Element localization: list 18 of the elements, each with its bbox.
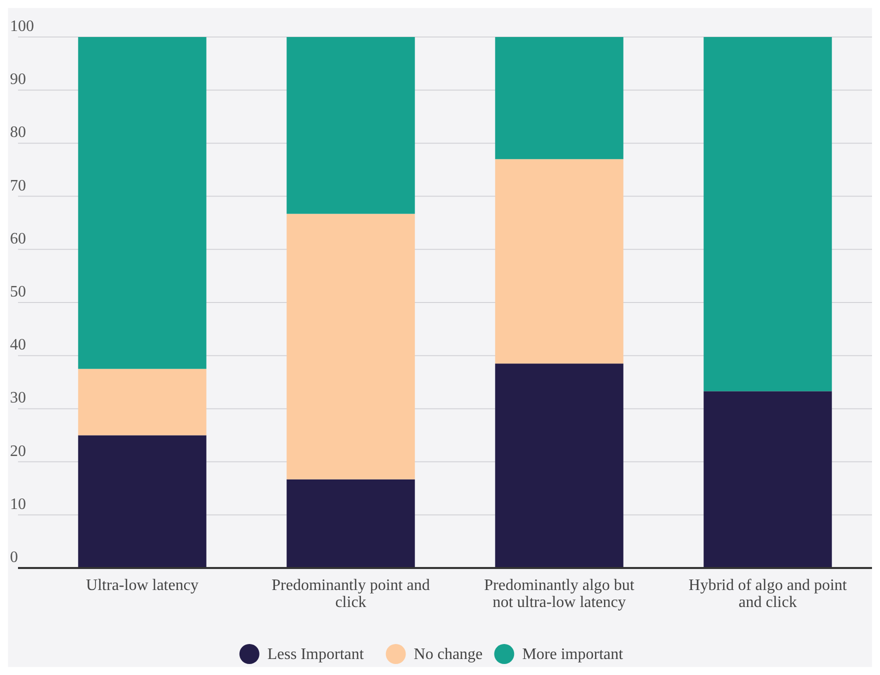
- y-tick-label: 50: [10, 284, 26, 300]
- y-tick-label: 0: [10, 549, 18, 566]
- y-tick-label: 80: [10, 124, 26, 142]
- y-tick-label: 60: [10, 230, 26, 248]
- y-tick-label: 30: [10, 390, 26, 407]
- x-tick-label: Predominantly algo but not ultra-low latency: [484, 577, 635, 611]
- y-tick-label: 10: [10, 496, 26, 513]
- x-tick-label: Hybrid of algo and point and click: [688, 577, 848, 611]
- x-tick-label: Predominantly point and click: [272, 577, 430, 611]
- y-tick-label: 40: [10, 336, 26, 354]
- legend-label: More important: [522, 646, 624, 663]
- y-tick-label: 20: [10, 442, 26, 460]
- x-tick-label: Ultra-low latency: [86, 577, 198, 594]
- y-tick-label: 90: [10, 71, 26, 88]
- y-tick-label: 70: [10, 177, 26, 194]
- legend-label: Less Important: [267, 646, 364, 663]
- legend-label: No change: [414, 646, 483, 663]
- y-tick-label: 100: [10, 18, 34, 35]
